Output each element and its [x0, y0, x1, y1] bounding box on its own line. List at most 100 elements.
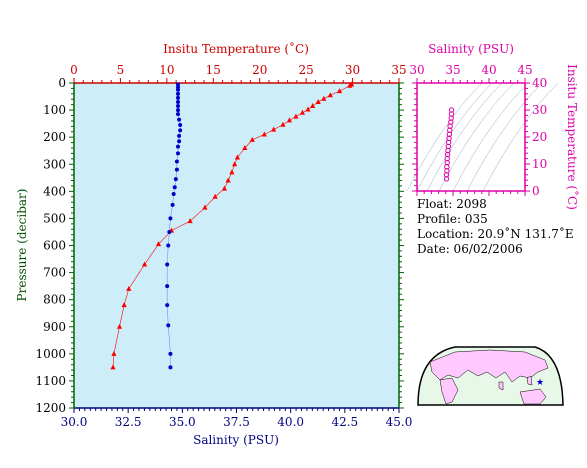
salinity-tick-label: 37.5: [223, 415, 250, 429]
inset-x-tick-label: 40: [481, 63, 496, 77]
salinity-point: [176, 104, 180, 109]
temperature-point: [232, 161, 238, 167]
salinity-point: [174, 159, 179, 164]
temperature-point: [242, 145, 248, 150]
salinity-tick-label: 45.0: [386, 415, 413, 429]
salinity-point: [168, 216, 173, 221]
density-contour: [416, 82, 493, 192]
density-contour: [452, 82, 529, 192]
salinity-point: [167, 229, 172, 234]
pressure-tick-label: 400: [43, 184, 66, 198]
profile-number: Profile: 035: [417, 212, 488, 226]
salinity-axis-ticks: 30.0 32.5 35.0 37.5 40.0 42.5 45.0: [61, 408, 413, 429]
salinity-point: [168, 351, 173, 356]
salinity-point: [171, 192, 176, 197]
temperature-point: [141, 261, 148, 267]
pressure-axis-ticks: 0 100 200 300 400 500 600 700 800 900 1000 1100 1200: [35, 76, 404, 415]
salinity-tick-label: 35.0: [169, 415, 196, 429]
salinity-point: [176, 87, 180, 92]
salinity-tick-label: 40.0: [277, 415, 304, 429]
temperature-tick-label: 20: [252, 63, 267, 77]
salinity-point: [176, 108, 180, 113]
inset-x-tick-label: 30: [409, 63, 424, 77]
temperature-point: [305, 106, 311, 112]
salinity-point: [177, 133, 182, 138]
salinity-point: [178, 122, 183, 127]
temperature-tick-label: 10: [159, 63, 174, 77]
salinity-point: [176, 99, 180, 104]
salinity-point: [173, 177, 178, 182]
date: Date: 06/02/2006: [417, 242, 523, 256]
pressure-tick-label: 300: [43, 157, 66, 171]
salinity-point: [176, 91, 180, 96]
bottom-axis-label: Salinity (PSU): [193, 433, 279, 447]
temperature-point: [202, 204, 208, 210]
salinity-point: [168, 365, 173, 370]
pressure-tick-label: 200: [43, 130, 66, 144]
density-contour: [466, 82, 543, 192]
location: Location: 20.9˚N 131.7˚E: [417, 227, 574, 241]
inset-y-tick-label: 40: [532, 76, 547, 90]
temperature-point: [271, 126, 277, 132]
salinity-point: [176, 112, 180, 117]
salinity-series: [165, 82, 183, 370]
salinity-point: [170, 202, 175, 207]
pressure-tick-label: 500: [43, 211, 66, 225]
inset-plot-background: [417, 83, 525, 191]
temperature-point: [347, 82, 353, 88]
pressure-tick-label: 700: [43, 266, 66, 280]
density-contour: [426, 82, 503, 192]
salinity-point: [176, 95, 180, 100]
temperature-point: [234, 154, 241, 160]
temperature-tick-label: 30: [345, 63, 360, 77]
inset-ts-series: [443, 107, 455, 182]
salinity-point: [166, 243, 171, 248]
inset-y-tick-label: 20: [532, 130, 547, 144]
density-contour: [406, 82, 483, 192]
salinity-point: [174, 167, 179, 172]
salinity-point: [176, 151, 180, 156]
inset-x-tick-label: 35: [445, 63, 460, 77]
salinity-point: [176, 144, 180, 149]
temperature-axis-ticks: 0 5 10 15 20 25 30 35: [70, 63, 407, 83]
salinity-point: [178, 128, 183, 133]
temperature-tick-label: 15: [206, 63, 221, 77]
temperature-point: [286, 117, 293, 123]
temperature-point: [315, 98, 321, 104]
temperature-point: [126, 285, 132, 291]
temperature-point: [116, 323, 123, 329]
temperature-tick-label: 0: [70, 63, 78, 77]
temperature-point: [225, 177, 231, 183]
salinity-tick-label: 32.5: [115, 415, 142, 429]
left-axis-label: Pressure (decibar): [15, 189, 29, 302]
salinity-point: [165, 303, 170, 308]
top-axis-label: Insitu Temperature (˚C): [163, 41, 309, 56]
temperature-point: [121, 302, 127, 308]
temperature-point: [299, 109, 306, 115]
pressure-tick-label: 1200: [35, 401, 66, 415]
temperature-point: [310, 103, 316, 109]
salinity-point: [177, 139, 182, 144]
float-location-marker: ★: [536, 378, 544, 388]
salinity-point: [165, 284, 170, 289]
inset-y-tick-label: 30: [532, 103, 547, 117]
pressure-tick-label: 1000: [35, 347, 66, 361]
temperature-point: [111, 350, 117, 356]
temperature-tick-label: 25: [299, 63, 314, 77]
salinity-point: [165, 262, 170, 267]
inset-y-tick-label: 0: [532, 184, 540, 198]
pressure-tick-label: 1100: [35, 374, 66, 388]
temperature-tick-label: 5: [117, 63, 125, 77]
temperature-point: [261, 131, 267, 137]
inset-right-axis-label: Insitu Temperature (˚C): [565, 64, 580, 210]
salinity-tick-label: 30.0: [61, 415, 88, 429]
inset-x-tick-label: 45: [517, 63, 532, 77]
pressure-tick-label: 100: [43, 103, 66, 117]
temperature-point: [327, 92, 333, 98]
inset-point: [443, 176, 450, 182]
main-plot-background: [74, 83, 399, 408]
temperature-tick-label: 35: [391, 63, 406, 77]
temperature-point: [280, 121, 286, 127]
